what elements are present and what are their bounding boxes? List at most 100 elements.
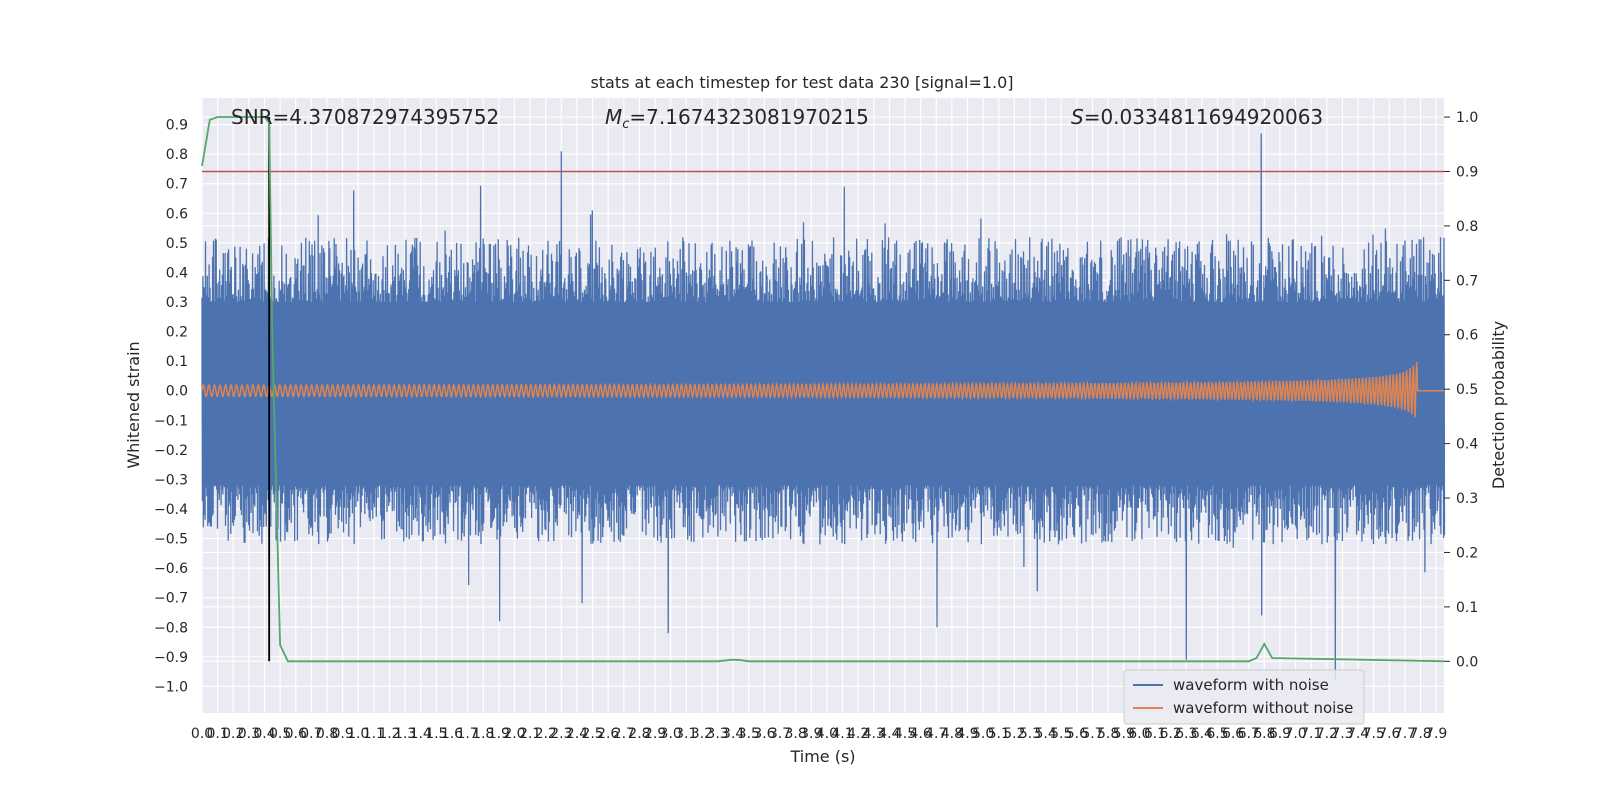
x-tick-label: 7.6: [1378, 726, 1400, 742]
x-tick-label: 3.4: [722, 726, 744, 742]
y-left-tick-label: −0.2: [154, 443, 188, 459]
chirp-mass-annotation: Mc=7.1674323081970215: [605, 105, 869, 132]
x-tick-label: 1.4: [410, 726, 432, 742]
x-tick-label: 7.8: [1409, 726, 1431, 742]
y-right-ticks: 1.0 0.9 0.8 0.7 0.6 0.5 0.4 0.3 0.2 0.1 0.0: [1444, 110, 1478, 670]
y-right-tick-label: 0.5: [1456, 382, 1478, 398]
x-tick-label: 3.6: [753, 726, 775, 742]
x-tick-label: 5.7: [1081, 726, 1103, 742]
x-tick-label: 2.0: [503, 726, 525, 742]
x-tick-label: 5.2: [1003, 726, 1025, 742]
y-left-tick-label: 0.3: [166, 295, 188, 311]
x-tick-label: 7.0: [1284, 726, 1306, 742]
y-axis-label-left: Whitened strain: [124, 341, 143, 468]
x-tick-label: 2.7: [613, 726, 635, 742]
x-tick-label: 2.3: [550, 726, 572, 742]
x-tick-label: 3.1: [675, 726, 697, 742]
snr-annotation: SNR=4.370872974395752: [231, 105, 499, 129]
chirp-mass-subscript: c: [622, 117, 629, 132]
y-right-tick-label: 0.1: [1456, 600, 1478, 616]
x-tick-label: 2.2: [535, 726, 557, 742]
y-left-ticks: 0.9 0.8 0.7 0.6 0.5 0.4 0.3 0.2 0.1 0.0 −0.1 −0.2 −0…: [154, 118, 188, 696]
y-right-tick-label: 0.6: [1456, 328, 1478, 344]
x-tick-label: 3.3: [706, 726, 728, 742]
plot-area: [201, 98, 1446, 713]
x-tick-label: 1.6: [441, 726, 463, 742]
x-tick-label: 6.6: [1222, 726, 1244, 742]
strain-noise-series: [201, 133, 1446, 681]
y-right-tick-label: 0.7: [1456, 273, 1478, 289]
x-tick-label: 6.8: [1253, 726, 1275, 742]
x-tick-label: 3.0: [660, 726, 682, 742]
x-tick-label: 4.0: [816, 726, 838, 742]
x-tick-label: 3.8: [785, 726, 807, 742]
x-tick-label: 6.3: [1175, 726, 1197, 742]
x-tick-label: 2.9: [644, 726, 666, 742]
x-tick-label: 4.7: [925, 726, 947, 742]
y-left-tick-label: 0.5: [166, 236, 188, 252]
y-left-tick-label: −0.4: [154, 502, 188, 518]
chirp-mass-value: =7.1674323081970215: [629, 105, 868, 129]
x-tick-label: 3.7: [769, 726, 791, 742]
x-tick-label: 5.4: [1034, 726, 1056, 742]
x-tick-label: 3.2: [691, 726, 713, 742]
y-left-tick-label: 0.4: [166, 265, 188, 281]
x-tick-label: 2.5: [581, 726, 603, 742]
y-left-tick-label: −0.9: [154, 650, 188, 666]
x-tick-label: 1.3: [394, 726, 416, 742]
legend-label-clean: waveform without noise: [1173, 699, 1353, 717]
x-tick-label: 0.7: [300, 726, 322, 742]
x-tick-label: 1.5: [425, 726, 447, 742]
x-tick-label: 3.5: [738, 726, 760, 742]
x-tick-label: 2.8: [628, 726, 650, 742]
x-tick-label: 6.9: [1269, 726, 1291, 742]
y-right-tick-label: 0.2: [1456, 545, 1478, 561]
y-left-tick-label: 0.7: [166, 177, 188, 193]
y-left-tick-label: −0.3: [154, 472, 188, 488]
x-tick-label: 1.7: [456, 726, 478, 742]
y-right-tick-label: 0.4: [1456, 437, 1478, 453]
x-tick-label: 1.8: [472, 726, 494, 742]
x-tick-label: 4.8: [941, 726, 963, 742]
y-right-tick-label: 1.0: [1456, 110, 1478, 126]
x-tick-label: 7.2: [1316, 726, 1338, 742]
x-tick-label: 4.2: [847, 726, 869, 742]
x-tick-label: 1.1: [363, 726, 385, 742]
legend: waveform with noise waveform without noi…: [1123, 669, 1365, 725]
x-tick-label: 6.0: [1128, 726, 1150, 742]
x-tick-label: 5.3: [1019, 726, 1041, 742]
strain-noise-line: [201, 133, 1446, 681]
y-left-tick-label: −1.0: [154, 679, 188, 695]
x-tick-label: 4.9: [956, 726, 978, 742]
y-right-tick-label: 0.3: [1456, 491, 1478, 507]
y-left-tick-label: 0.2: [166, 325, 188, 341]
legend-box: [1123, 669, 1365, 725]
y-left-tick-label: 0.0: [166, 384, 188, 400]
x-tick-label: 5.6: [1066, 726, 1088, 742]
x-tick-label: 7.5: [1363, 726, 1385, 742]
y-left-tick-label: −0.7: [154, 591, 188, 607]
x-tick-label: 7.1: [1300, 726, 1322, 742]
strain-clean-series: [201, 361, 1444, 418]
x-tick-label: 0.4: [253, 726, 275, 742]
y-left-tick-label: −0.5: [154, 532, 188, 548]
chirp-mass-symbol: M: [605, 105, 622, 129]
x-axis-label: Time (s): [789, 747, 855, 766]
x-tick-label: 5.8: [1097, 726, 1119, 742]
x-tick-label: 4.5: [894, 726, 916, 742]
x-tick-label: 7.3: [1331, 726, 1353, 742]
x-tick-label: 4.4: [878, 726, 900, 742]
x-tick-label: 6.2: [1159, 726, 1181, 742]
x-tick-label: 7.9: [1425, 726, 1447, 742]
x-tick-label: 4.3: [863, 726, 885, 742]
x-tick-label: 7.7: [1394, 726, 1416, 742]
x-tick-label: 5.1: [988, 726, 1010, 742]
x-tick-label: 0.9: [331, 726, 353, 742]
x-tick-label: 6.5: [1206, 726, 1228, 742]
y-right-tick-label: 0.8: [1456, 219, 1478, 235]
s-symbol: S: [1071, 105, 1084, 129]
x-tick-label: 2.4: [566, 726, 588, 742]
x-tick-label: 0.0: [191, 726, 213, 742]
x-tick-label: 5.5: [1050, 726, 1072, 742]
